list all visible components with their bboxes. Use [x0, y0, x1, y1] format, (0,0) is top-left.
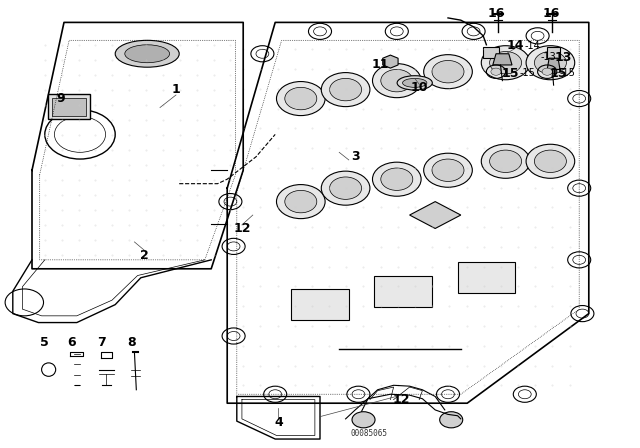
Ellipse shape [125, 45, 170, 63]
Bar [291, 289, 349, 320]
Text: 15: 15 [549, 67, 567, 80]
Circle shape [526, 144, 575, 178]
Circle shape [513, 386, 536, 402]
Text: -15: -15 [560, 68, 576, 78]
Ellipse shape [397, 76, 433, 90]
Circle shape [481, 144, 530, 178]
Circle shape [481, 46, 530, 80]
Text: 9: 9 [56, 92, 65, 105]
Circle shape [352, 412, 375, 428]
Text: -15: -15 [520, 68, 536, 78]
Circle shape [330, 78, 362, 101]
Circle shape [568, 252, 591, 268]
Circle shape [440, 412, 463, 428]
Text: 6: 6 [67, 336, 76, 349]
Polygon shape [547, 58, 560, 69]
Circle shape [490, 52, 522, 74]
Circle shape [372, 162, 421, 196]
Circle shape [462, 23, 485, 39]
Circle shape [534, 52, 566, 74]
Circle shape [526, 46, 575, 80]
Polygon shape [547, 47, 560, 58]
Circle shape [424, 153, 472, 187]
Text: 12: 12 [392, 393, 410, 406]
Circle shape [542, 68, 552, 75]
Circle shape [491, 68, 501, 75]
Ellipse shape [115, 40, 179, 67]
Text: 7: 7 [97, 336, 106, 349]
Text: 16: 16 [487, 7, 505, 20]
Polygon shape [383, 55, 398, 68]
Text: 12: 12 [233, 222, 251, 235]
Text: -14: -14 [525, 41, 541, 51]
Bar [48, 94, 90, 119]
Bar [52, 98, 86, 116]
Circle shape [285, 87, 317, 110]
Circle shape [308, 23, 332, 39]
Bar [458, 262, 515, 293]
Text: 1: 1 [172, 83, 180, 96]
Circle shape [330, 177, 362, 199]
Circle shape [372, 64, 421, 98]
Bar [374, 276, 432, 307]
Circle shape [490, 150, 522, 172]
Circle shape [276, 82, 325, 116]
Circle shape [568, 180, 591, 196]
Text: 00085065: 00085065 [351, 429, 388, 438]
Text: 13: 13 [554, 51, 572, 64]
Circle shape [219, 194, 242, 210]
Text: 3: 3 [351, 150, 360, 164]
Text: 4: 4 [274, 415, 283, 429]
Circle shape [424, 55, 472, 89]
Circle shape [321, 171, 370, 205]
Circle shape [222, 328, 245, 344]
Circle shape [571, 306, 594, 322]
Polygon shape [483, 47, 499, 58]
Circle shape [251, 46, 274, 62]
Text: 2: 2 [140, 249, 148, 262]
Text: 15: 15 [502, 67, 520, 80]
Text: 16: 16 [543, 7, 561, 20]
Circle shape [534, 150, 566, 172]
Circle shape [381, 168, 413, 190]
Circle shape [264, 386, 287, 402]
Circle shape [45, 110, 115, 159]
Text: 8: 8 [127, 336, 136, 349]
Text: 10: 10 [410, 81, 428, 94]
Circle shape [526, 28, 549, 44]
Circle shape [432, 159, 464, 181]
Circle shape [432, 60, 464, 83]
Circle shape [222, 238, 245, 254]
Circle shape [568, 90, 591, 107]
Circle shape [385, 23, 408, 39]
Circle shape [5, 289, 44, 316]
Circle shape [276, 185, 325, 219]
Polygon shape [493, 54, 512, 65]
Circle shape [347, 386, 370, 402]
Circle shape [381, 69, 413, 92]
Text: 11: 11 [372, 58, 390, 72]
Text: -13: -13 [541, 52, 557, 62]
Text: 5: 5 [40, 336, 49, 349]
Circle shape [436, 386, 460, 402]
Text: 14: 14 [506, 39, 524, 52]
Circle shape [285, 190, 317, 213]
Polygon shape [410, 202, 461, 228]
Ellipse shape [403, 78, 427, 87]
Circle shape [321, 73, 370, 107]
